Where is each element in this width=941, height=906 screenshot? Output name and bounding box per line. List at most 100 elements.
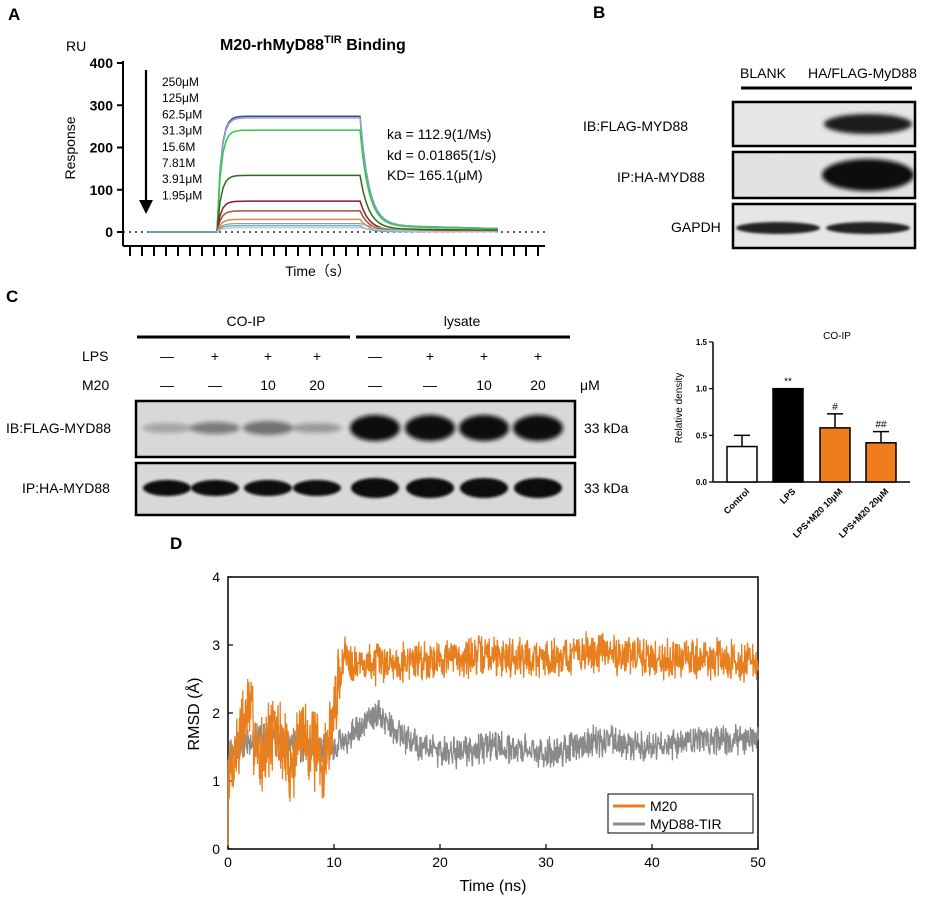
- kinetics-ka: ka = 112.9(1/Ms): [387, 126, 491, 142]
- blot-c-band: [514, 478, 562, 498]
- bar-category-label: LPS+M20 20μM: [837, 486, 891, 540]
- lps-mark: +: [480, 348, 488, 364]
- panel-b-letter: B: [593, 3, 605, 22]
- concentration-label: 62.5μM: [162, 107, 202, 121]
- panel-a-curves: [148, 115, 499, 233]
- panel-a-ylabel: Response: [62, 116, 78, 179]
- blot-c-band: [406, 478, 454, 498]
- blot-b-col-blank: BLANK: [740, 65, 787, 81]
- kinetics-block: ka = 112.9(1/Ms) kd = 0.01865(1/s) KD= 1…: [387, 126, 496, 183]
- m20-mark: 10: [476, 377, 492, 393]
- lps-mark: +: [264, 348, 272, 364]
- panel-a-title-main: M20-rhMyD88: [220, 37, 324, 54]
- m20-mark: —: [160, 377, 174, 393]
- blot-b-row-gapdh: GAPDH: [671, 219, 721, 235]
- spr-y-tick-label: 100: [90, 182, 114, 198]
- m20-mark: —: [208, 377, 222, 393]
- blot-c-band: [350, 415, 400, 441]
- rmsd-x-tick-label: 30: [538, 854, 554, 870]
- bar-annotation: **: [784, 377, 792, 388]
- kinetics-KD: KD= 165.1(μM): [387, 167, 483, 183]
- blot-c-band: [143, 480, 191, 496]
- group-coip-label: CO-IP: [227, 313, 266, 329]
- blot-b-frame: [731, 202, 917, 250]
- blot-c-band: [513, 415, 563, 441]
- rmsd-y-tick-label: 4: [212, 569, 220, 585]
- rmsd-x-tick-label: 40: [644, 854, 660, 870]
- panel-a-title-tail: Binding: [342, 37, 406, 54]
- blot-c-kda-2: 33 kDa: [584, 480, 629, 496]
- blot-b-band: [824, 114, 912, 134]
- blot-b-frame: [731, 150, 917, 200]
- group-lysate-label: lysate: [444, 313, 481, 329]
- bar-chart-title: CO-IP: [823, 331, 851, 342]
- blot-c-band: [460, 478, 508, 498]
- concentration-list: 250μM 125μM 62.5μM 31.3μM 15.6M 7.81M 3.91μM 1.…: [162, 75, 202, 202]
- blot-b-band: [822, 159, 914, 191]
- blot-b-frame: [731, 100, 917, 148]
- m20-mark: —: [423, 377, 437, 393]
- panel-a-xlabel: Time（s）: [285, 263, 351, 279]
- lps-mark: +: [534, 348, 542, 364]
- rmsd-series-m20: [227, 631, 759, 846]
- spr-y-tick-label: 300: [90, 97, 114, 113]
- bar: [819, 427, 851, 483]
- blot-c-band: [459, 415, 509, 441]
- concentration-label: 3.91μM: [162, 172, 202, 186]
- bar-annotation: #: [832, 402, 838, 413]
- concentration-label: 125μM: [162, 91, 199, 105]
- concentration-label: 250μM: [162, 75, 199, 89]
- spr-curve: [148, 210, 499, 233]
- concentration-label: 7.81M: [162, 156, 195, 170]
- blot-c-band: [351, 478, 399, 498]
- blot-b-row-ha: IP:HA-MYD88: [617, 169, 705, 185]
- concentration-label: 1.95μM: [162, 188, 202, 202]
- spr-curve: [148, 129, 499, 233]
- lps-mark: +: [426, 348, 434, 364]
- bar: [865, 442, 897, 483]
- legend-label-m20: M20: [650, 798, 677, 814]
- blot-c-row-flag: IB:FLAG-MYD88: [6, 420, 111, 436]
- panel-a-title-sup: TIR: [324, 34, 342, 46]
- kinetics-kd: kd = 0.01865(1/s): [387, 147, 496, 163]
- spr-y-tick-label: 0: [105, 224, 113, 240]
- rmsd-x-tick-label: 20: [432, 854, 448, 870]
- m20-label: M20: [82, 377, 109, 393]
- bar-y-tick-label: 0.0: [696, 478, 708, 487]
- rmsd-y-tick-label: 0: [212, 841, 220, 857]
- blot-c-frame: [134, 399, 577, 459]
- rmsd-legend: M20 MyD88-TIR: [607, 793, 754, 834]
- bar-y-tick-label: 0.5: [696, 431, 708, 440]
- rmsd-ylabel: RMSD (Å): [184, 678, 203, 751]
- panel-a-ru-label: RU: [66, 38, 86, 54]
- concentration-label: 15.6M: [162, 140, 195, 154]
- panel-a-axes: 0 100 200 300 400: [90, 55, 545, 256]
- lps-mark: —: [368, 348, 382, 364]
- spr-curve: [148, 174, 499, 233]
- concentration-arrow-head: [139, 200, 153, 214]
- blot-c-band: [292, 423, 342, 433]
- blot-c-band: [190, 422, 240, 434]
- bar: [772, 387, 804, 483]
- treatment-marks: — + + + — + + + — — 10 20 — — 10 20: [160, 348, 546, 393]
- blot-b-col-myd88: HA/FLAG-MyD88: [808, 65, 917, 81]
- bar-y-tick-label: 1.5: [696, 338, 708, 347]
- bar: [726, 445, 758, 483]
- blot-c-band: [405, 415, 455, 441]
- rmsd-y-tick-label: 2: [212, 705, 220, 721]
- m20-mark: —: [368, 377, 382, 393]
- panel-c-letter: C: [6, 287, 18, 306]
- bar-chart: 0.0 0.5 1.0 1.5 Control ** LPS # LPS+M20 10μM ## L…: [696, 338, 910, 540]
- blot-c: [134, 399, 577, 517]
- bar-y-tick-label: 1.0: [696, 385, 708, 394]
- blot-b-row-flag: IB:FLAG-MYD88: [583, 118, 688, 134]
- blot-c-row-ha: IP:HA-MYD88: [22, 480, 110, 496]
- blot-c-band: [244, 480, 292, 496]
- legend-label-myd88: MyD88-TIR: [650, 816, 722, 832]
- blot-c-band: [243, 421, 293, 435]
- bar-category-label: Control: [722, 486, 752, 516]
- spr-curve: [216, 227, 497, 233]
- rmsd-xlabel: Time (ns): [460, 878, 527, 895]
